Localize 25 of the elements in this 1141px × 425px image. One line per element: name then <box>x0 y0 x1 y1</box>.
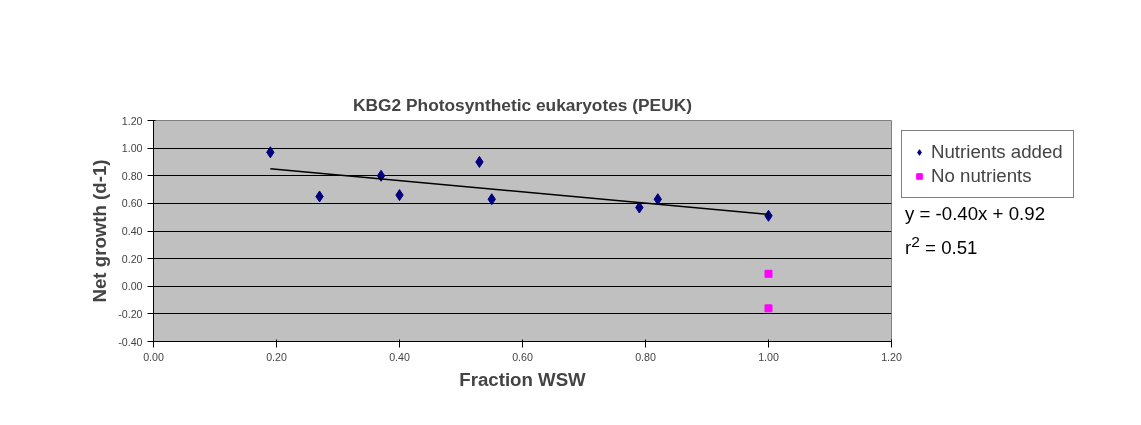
text: r$^{2}$ = 0.51 <box>905 232 979 261</box>
point <box>764 304 773 313</box>
y-tick-label: -0.40 <box>118 335 143 348</box>
x-tick-label: 0.80 <box>635 350 656 363</box>
point <box>764 269 773 278</box>
chart-title: KBG2 Photosynthetic eukaryotes (PEUK) <box>353 94 692 115</box>
x-tick-label: 1.20 <box>881 350 902 363</box>
x-tick-label: 0.40 <box>389 350 410 363</box>
y-axis-title: Net growth (d-1) <box>89 159 111 303</box>
y-tick-label: -0.20 <box>118 307 143 320</box>
y-tick-label: 1.00 <box>121 142 143 155</box>
x-tick-label: 1.00 <box>758 350 779 363</box>
y-tick-label: 0.80 <box>121 169 143 182</box>
y-tick-label: 0.20 <box>121 252 143 265</box>
y-tick-label: 0.60 <box>121 197 143 210</box>
legend-label: Nutrients added <box>931 141 1063 163</box>
text: y = -0.40x + 0.92 <box>905 202 1046 226</box>
legend-label: No nutrients <box>931 165 1032 187</box>
y-tick-label: 0.40 <box>121 225 143 237</box>
x-tick-label: 0.00 <box>143 350 164 363</box>
x-axis-title: Fraction WSW <box>459 368 587 390</box>
y-tick-label: 0.00 <box>121 280 143 293</box>
y-tick-label: 1.20 <box>121 114 143 127</box>
x-tick-label: 0.60 <box>512 350 533 363</box>
x-tick-label: 0.20 <box>266 350 287 363</box>
